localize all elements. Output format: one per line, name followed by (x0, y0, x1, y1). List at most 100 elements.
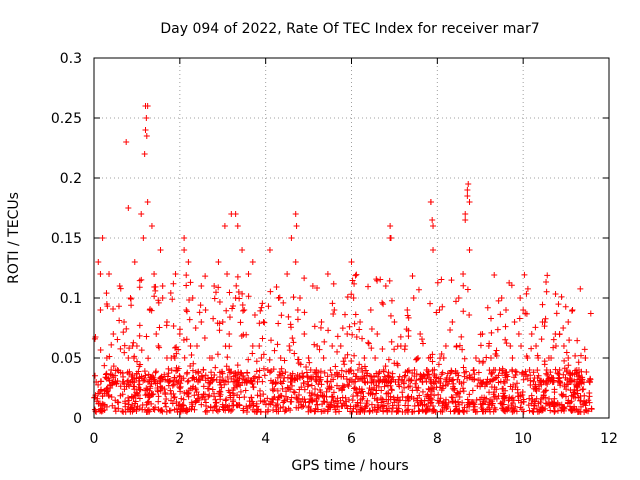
scatter-point (346, 323, 353, 330)
scatter-point (349, 331, 356, 338)
band-point (447, 408, 454, 415)
band-point (188, 401, 195, 408)
band-point (456, 401, 463, 408)
band-point (249, 398, 256, 405)
band-point (500, 401, 507, 408)
data-point (520, 307, 527, 313)
scatter-point (241, 376, 248, 383)
band-point (362, 367, 369, 374)
scatter-point (530, 378, 537, 385)
band-point (271, 385, 278, 392)
scatter-point (226, 314, 233, 321)
scatter-point (340, 358, 347, 365)
band-point (485, 401, 492, 408)
scatter-point (528, 345, 535, 352)
scatter-point (294, 356, 301, 363)
data-point (143, 115, 150, 121)
data-point (372, 355, 379, 361)
band-point (171, 393, 178, 400)
band-point (488, 398, 495, 405)
scatter-point (549, 378, 556, 385)
band-point (426, 386, 433, 393)
band-point (528, 392, 535, 399)
scatter-point (348, 358, 355, 365)
data-point (103, 301, 110, 307)
band-point (448, 394, 455, 401)
scatter-point (240, 372, 247, 379)
band-point (343, 376, 350, 383)
band-point (283, 407, 290, 414)
data-point (172, 271, 179, 277)
band-point (395, 402, 402, 409)
band-point (442, 400, 449, 407)
scatter-point (237, 319, 244, 326)
band-point (350, 393, 357, 400)
band-point (492, 406, 499, 413)
scatter-point (352, 272, 359, 279)
scatter-point (517, 295, 524, 302)
band-point (530, 402, 537, 409)
data-point (511, 319, 518, 325)
data-point (163, 355, 170, 361)
band-point (153, 368, 160, 375)
scatter-point (458, 333, 465, 340)
band-point (540, 394, 547, 401)
data-point (367, 307, 374, 313)
band-point (273, 402, 280, 409)
data-point (202, 307, 209, 313)
band-point (534, 367, 541, 374)
band-point (194, 395, 201, 402)
band-point (384, 400, 391, 407)
data-point (284, 271, 291, 277)
scatter-point (142, 372, 149, 379)
band-point (452, 367, 459, 374)
band-point (338, 387, 345, 394)
band-point (106, 377, 113, 384)
band-point (443, 405, 450, 412)
band-point (225, 387, 232, 394)
band-point (358, 406, 365, 413)
band-point (387, 393, 394, 400)
scatter-point (222, 343, 229, 350)
scatter-point (112, 372, 119, 379)
band-point (288, 398, 295, 405)
band-point (321, 369, 328, 376)
scatter-point (448, 277, 455, 284)
data-point (380, 367, 387, 373)
band-point (492, 393, 499, 400)
band-point (492, 375, 499, 382)
scatter-point (404, 312, 411, 319)
band-point (381, 383, 388, 390)
band-point (332, 406, 339, 413)
scatter-point (155, 299, 162, 306)
band-point (527, 372, 534, 379)
band-point (126, 383, 133, 390)
band-point (97, 387, 104, 394)
band-point (354, 402, 361, 409)
scatter-point (291, 350, 298, 357)
band-point (561, 407, 568, 414)
scatter-point (136, 284, 143, 291)
band-point (122, 408, 129, 415)
band-point (514, 386, 521, 393)
scatter-point (433, 374, 440, 381)
data-point (307, 367, 314, 373)
band-point (109, 380, 116, 387)
data-point (292, 259, 299, 265)
band-point (254, 392, 261, 399)
scatter-point (300, 373, 307, 380)
data-point (466, 199, 473, 205)
scatter-point (508, 282, 515, 289)
scatter-point (278, 312, 285, 319)
scatter-point (484, 304, 491, 311)
data-point (221, 223, 228, 229)
band-point (401, 384, 408, 391)
scatter-point (466, 312, 473, 319)
scatter-point (97, 347, 104, 354)
scatter-point (256, 367, 263, 374)
band-point (502, 374, 509, 381)
band-point (285, 385, 292, 392)
band-point (572, 394, 579, 401)
band-point (389, 374, 396, 381)
scatter-point (500, 378, 507, 385)
